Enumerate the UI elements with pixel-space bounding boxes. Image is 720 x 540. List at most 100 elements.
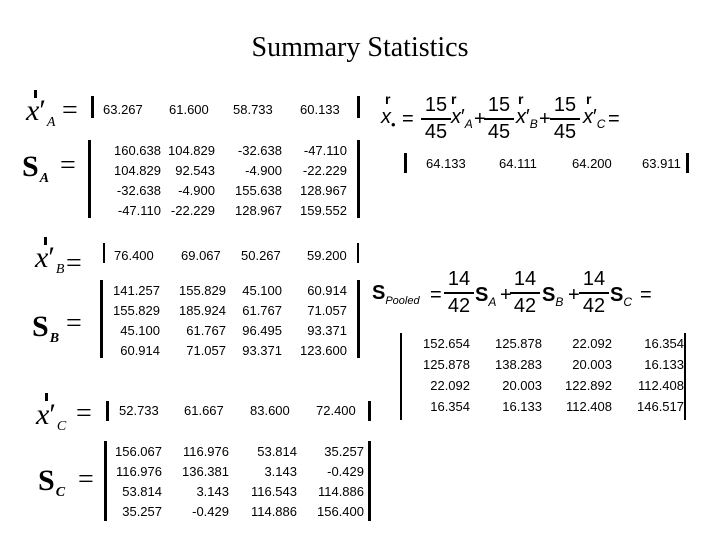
matrix-bracket-left [100,280,103,358]
matrix-cell: 22.092 [430,378,470,393]
matrix-cell: 160.638 [114,143,161,158]
matrix-cell: 128.967 [300,183,347,198]
matrix-cell: 114.886 [317,484,364,499]
matrix-bracket-right [357,140,360,218]
matrix-bracket-left [106,401,109,421]
matrix-bracket-right [368,401,371,421]
cov-term-c: SC [610,284,633,309]
vector-arrow-mark [45,393,48,401]
equals-sign: = [402,108,414,130]
matrix-cell: 122.892 [565,378,612,393]
matrix-cell: 104.829 [114,163,161,178]
weight-denominator: 45 [487,121,511,143]
matrix-cell: 116.976 [182,444,229,459]
matrix-cell: 3.143 [264,464,297,479]
matrix-cell: 60.914 [307,283,347,298]
matrix-cell: 112.408 [637,378,684,393]
weight-numerator: 15 [424,94,448,116]
matrix-cell: 53.814 [122,484,162,499]
weight-numerator: 14 [447,268,471,290]
matrix-cell: 35.257 [324,444,364,459]
weight-numerator: 15 [487,94,511,116]
matrix-cell: -47.110 [117,203,161,218]
plus-sign: + [474,108,486,130]
covariance-symbol: SB [32,310,60,346]
weight-denominator: 42 [447,295,471,317]
matrix-cell: 128.967 [235,203,282,218]
matrix-bracket-left [404,153,407,173]
fraction-bar [444,292,474,294]
matrix-cell: 16.133 [644,357,684,372]
matrix-cell: -4.900 [178,183,215,198]
matrix-bracket-right [357,280,360,358]
matrix-cell: 60.914 [120,343,160,358]
matrix-cell: 156.067 [115,444,162,459]
overall-mean-value: 63.911 [642,156,681,171]
vector-arrow-mark [34,90,37,98]
matrix-cell: 71.057 [307,303,347,318]
cov-term-b: SB [542,284,564,309]
fraction-bar [510,292,540,294]
matrix-cell: 61.767 [242,303,282,318]
mean-symbol: x′C [36,398,67,434]
fraction-bar [421,118,451,120]
vector-arrow-mark: r [451,91,457,107]
matrix-cell: 116.976 [115,464,162,479]
matrix-cell: 156.400 [317,504,364,519]
equals-sign: = [66,308,82,339]
equals-sign: = [66,248,82,279]
vector-arrow-mark [44,237,47,245]
mean-value: 60.133 [300,102,340,117]
overall-mean-value: 64.200 [572,156,612,171]
matrix-cell: 138.283 [495,357,542,372]
weight-denominator: 45 [424,121,448,143]
overall-mean-value: 64.111 [499,156,537,171]
matrix-cell: 123.600 [300,343,347,358]
weight-numerator: 14 [513,268,537,290]
vector-arrow-mark: r [518,91,524,107]
matrix-cell: 125.878 [495,336,542,351]
matrix-cell: 93.371 [307,323,347,338]
weight-numerator: 15 [553,94,577,116]
matrix-cell: 104.829 [168,143,215,158]
matrix-cell: 53.814 [257,444,297,459]
matrix-cell: 20.003 [502,378,542,393]
matrix-cell: 112.408 [565,399,612,414]
fraction-bar [579,292,609,294]
page-title: Summary Statistics [251,32,469,63]
matrix-cell: 114.886 [250,504,297,519]
matrix-cell: 141.257 [113,283,160,298]
matrix-bracket-right [357,96,360,118]
equals-sign: = [640,284,652,306]
overall-mean-symbol: x• [381,106,396,132]
mean-value: 76.400 [114,248,154,263]
plus-sign: + [568,284,580,306]
covariance-symbol: SC [38,464,66,500]
matrix-cell: -32.638 [116,183,161,198]
pooled-symbol: SPooled [372,282,420,307]
mean-value: 59.200 [307,248,347,263]
matrix-bracket-right [357,243,359,263]
matrix-cell: 152.654 [423,336,470,351]
matrix-bracket-right [684,333,686,420]
mean-value: 83.600 [250,403,290,418]
matrix-cell: 159.552 [300,203,347,218]
matrix-cell: -0.429 [192,504,229,519]
mean-value: 50.267 [241,248,281,263]
mean-term-a: x′A [451,106,473,131]
weight-denominator: 42 [582,295,606,317]
vector-arrow-mark: r [586,91,592,107]
matrix-cell: 45.100 [242,283,282,298]
weight-denominator: 45 [553,121,577,143]
plus-sign: + [500,284,512,306]
matrix-cell: 93.371 [242,343,282,358]
mean-value: 69.067 [181,248,221,263]
weight-denominator: 42 [513,295,537,317]
matrix-cell: -0.429 [327,464,364,479]
equals-sign: = [608,108,620,130]
covariance-symbol: SA [22,150,50,186]
matrix-cell: 61.767 [186,323,226,338]
matrix-cell: -22.229 [302,163,347,178]
matrix-cell: 22.092 [572,336,612,351]
matrix-cell: 116.543 [250,484,297,499]
